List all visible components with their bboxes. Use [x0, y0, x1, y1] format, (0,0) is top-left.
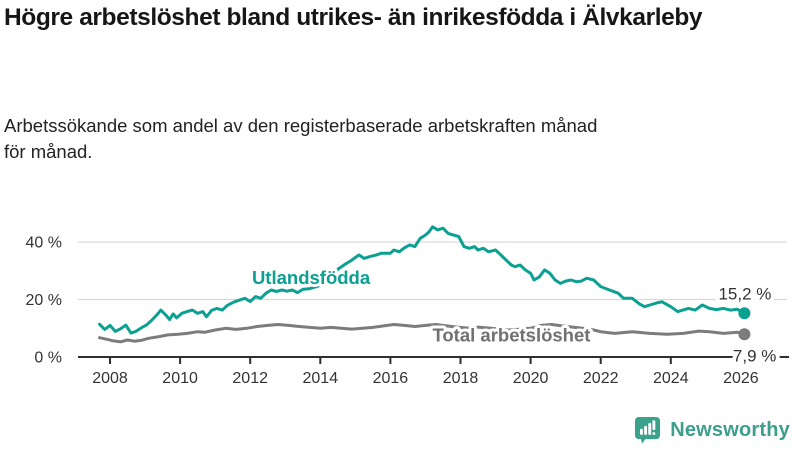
y-axis-tick-label: 20 %	[26, 292, 62, 309]
y-axis-tick-label: 40 %	[26, 235, 62, 252]
series-line-total-arbetsl-shet	[98, 323, 746, 344]
x-axis-tick-label: 2014	[303, 370, 339, 387]
newsworthy-chart-bubble-icon	[635, 417, 661, 444]
series-line-utlandsf-dda	[98, 225, 746, 335]
series-label-utlandsf-dda: Utlandsfödda	[252, 267, 371, 288]
x-axis-tick-label: 2024	[653, 370, 689, 387]
series-end-dot	[738, 328, 751, 341]
x-axis-tick-label: 2026	[723, 370, 759, 387]
page-title: Högre arbetslöshet bland utrikes- än inr…	[4, 4, 703, 31]
x-axis-tick-label: 2008	[92, 370, 128, 387]
y-axis-tick-label: 0 %	[34, 350, 62, 367]
series-end-dot	[738, 307, 751, 320]
x-axis-tick-label: 2010	[162, 370, 198, 387]
x-axis-tick-label: 2020	[513, 370, 549, 387]
x-axis-tick-label: 2018	[443, 370, 479, 387]
x-axis-tick-label: 2022	[583, 370, 619, 387]
unemployment-line-chart: 0 % 20 % 40 % 2008 2010 2012 2014 2016 2018 2020 2…	[26, 225, 789, 387]
newsworthy-logo[interactable]: Newsworthy	[634, 416, 790, 445]
chart-subtitle: Arbetssökande som andel av den registerb…	[4, 115, 598, 162]
x-axis-tick-label: 2016	[373, 370, 409, 387]
series-label-total-arbetsl-shet: Total arbetslöshet	[432, 324, 590, 345]
x-axis-tick-label: 2012	[232, 370, 268, 387]
series-end-value-label: 15,2 %	[718, 284, 771, 303]
newsworthy-wordmark: Newsworthy	[670, 419, 790, 441]
series-end-value-label: 7,9 %	[733, 346, 776, 365]
